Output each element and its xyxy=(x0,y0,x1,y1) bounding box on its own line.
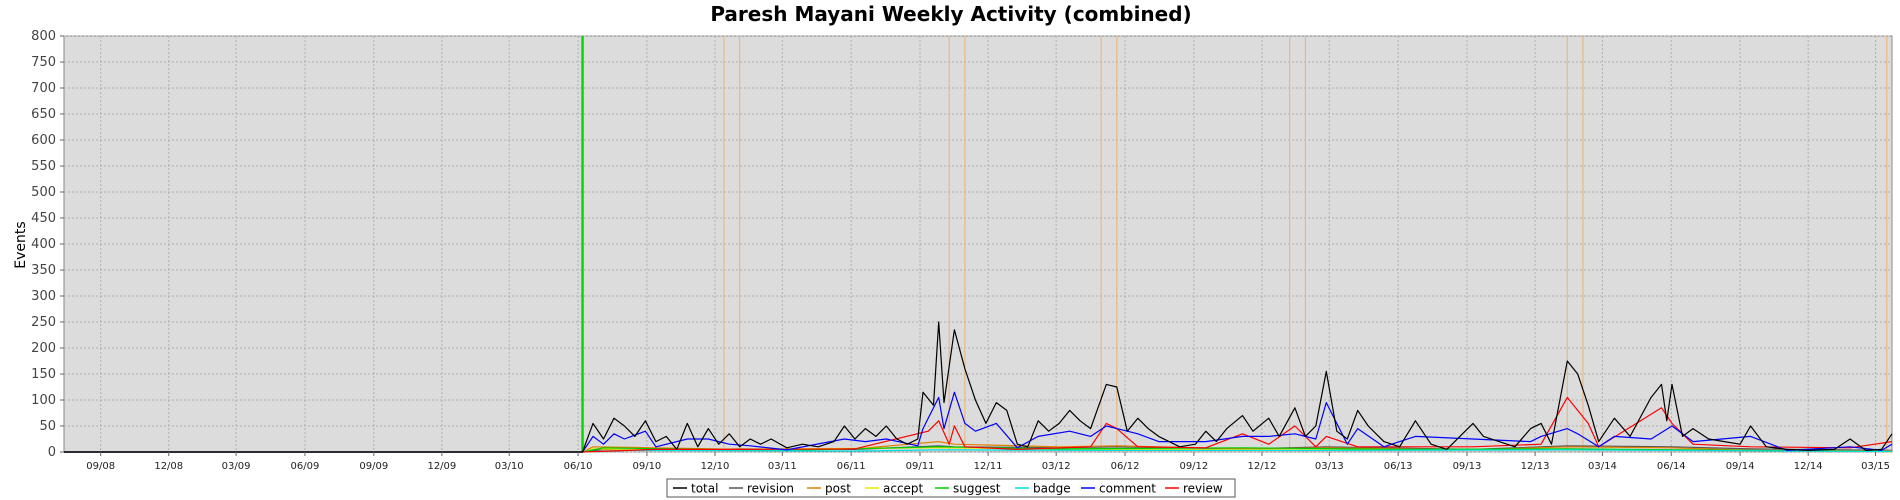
x-tick-label: 12/14 xyxy=(1794,461,1823,472)
y-tick-label: 550 xyxy=(31,159,56,174)
legend-label-total: total xyxy=(691,482,718,496)
x-tick-label: 12/11 xyxy=(974,461,1003,472)
series-line-post xyxy=(64,441,1893,453)
x-tick-label: 03/15 xyxy=(1861,461,1890,472)
y-tick-label: 700 xyxy=(31,81,56,96)
y-tick-label: 100 xyxy=(31,393,56,408)
x-tick-label: 06/12 xyxy=(1111,461,1140,472)
x-tick-label: 06/09 xyxy=(291,461,320,472)
x-tick-label: 09/10 xyxy=(632,461,661,472)
y-tick-label: 800 xyxy=(31,29,56,44)
y-tick-label: 750 xyxy=(31,55,56,70)
legend-label-suggest: suggest xyxy=(953,482,1001,496)
grid-lines xyxy=(64,35,1892,453)
legend-box xyxy=(666,478,1236,498)
y-tick-label: 300 xyxy=(31,289,56,304)
y-tick-label: 50 xyxy=(39,419,56,434)
x-tick-label: 03/10 xyxy=(495,461,524,472)
y-tick-label: 450 xyxy=(31,211,56,226)
series-line-comment xyxy=(64,391,1893,453)
chart-title: Paresh Mayani Weekly Activity (combined) xyxy=(710,2,1191,26)
x-tick-label: 06/14 xyxy=(1657,461,1686,472)
legend-label-badge: badge xyxy=(1033,482,1071,496)
series-line-review xyxy=(64,396,1893,453)
x-tick-label: 03/11 xyxy=(768,461,797,472)
legend-label-accept: accept xyxy=(883,482,924,496)
x-tick-label: 09/11 xyxy=(906,461,935,472)
x-tick-label: 09/13 xyxy=(1453,461,1482,472)
legend-label-post: post xyxy=(825,482,851,496)
x-tick-label: 06/13 xyxy=(1384,461,1413,472)
y-axis-label: Events xyxy=(13,221,29,268)
y-tick-label: 200 xyxy=(31,341,56,356)
series-line-total xyxy=(64,321,1893,453)
x-tick-label: 09/09 xyxy=(359,461,388,472)
x-tick-label: 03/09 xyxy=(222,461,251,472)
x-tick-label: 09/08 xyxy=(86,461,115,472)
legend-label-review: review xyxy=(1183,482,1223,496)
x-tick-label: 12/08 xyxy=(154,461,183,472)
x-tick-label: 03/13 xyxy=(1315,461,1344,472)
x-tick-label: 06/10 xyxy=(564,461,593,472)
y-tick-label: 650 xyxy=(31,107,56,122)
x-tick-label: 06/11 xyxy=(837,461,866,472)
series-lines xyxy=(64,321,1893,453)
x-tick-label: 09/14 xyxy=(1726,461,1755,472)
x-tick-label: 12/13 xyxy=(1521,461,1550,472)
y-tick-label: 400 xyxy=(31,237,56,252)
x-axis: 09/08 12/08 03/09 06/09 09/09 12/09 03/10 06/10… xyxy=(86,452,1890,472)
y-tick-label: 150 xyxy=(31,367,56,382)
x-tick-label: 09/12 xyxy=(1179,461,1208,472)
x-tick-label: 03/12 xyxy=(1042,461,1071,472)
legend-label-comment: comment xyxy=(1099,482,1156,496)
x-tick-label: 12/10 xyxy=(701,461,730,472)
y-tick-label: 350 xyxy=(31,263,56,278)
y-axis: 0 50 100 150 200 250 300 350 400 450 500 550 600 650 7… xyxy=(31,29,64,460)
series-line-suggest xyxy=(64,446,1893,453)
x-tick-label: 12/09 xyxy=(427,461,456,472)
x-tick-label: 03/14 xyxy=(1588,461,1617,472)
y-tick-label: 0 xyxy=(48,445,56,460)
legend: total revision post accept suggest badge comme… xyxy=(666,478,1236,498)
y-tick-label: 600 xyxy=(31,133,56,148)
legend-label-revision: revision xyxy=(747,482,794,496)
y-tick-label: 250 xyxy=(31,315,56,330)
event-markers xyxy=(581,36,1888,452)
x-tick-label: 12/12 xyxy=(1248,461,1277,472)
y-tick-label: 500 xyxy=(31,185,56,200)
